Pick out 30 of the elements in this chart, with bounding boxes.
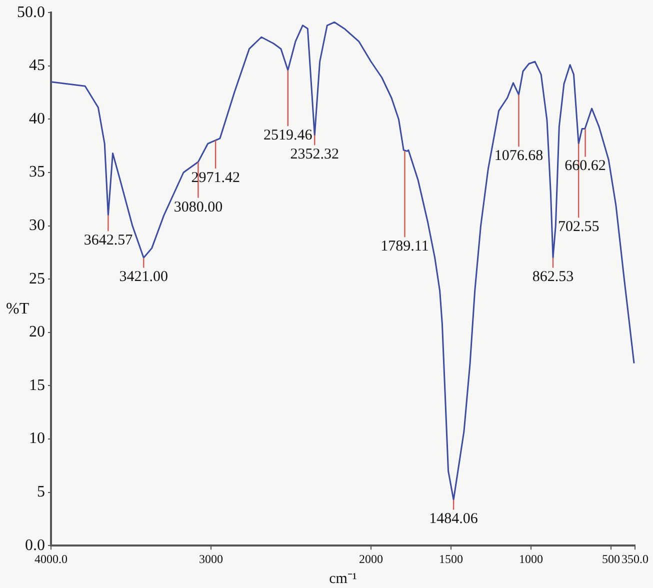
y-tick-label: 15 [29,376,45,394]
x-tick-label: 1000 [519,552,543,566]
annotation: 1076.68 [494,148,544,164]
x-tick-label: 4000.0 [34,552,68,566]
annotation: 2352.32 [290,146,340,163]
y-tick-label: 35 [29,164,45,181]
x-tick-label: 2000 [359,552,383,566]
annotation: 1789.11 [380,238,429,255]
x-axis-title: cm⁻¹ [329,570,357,587]
y-tick-label: 45 [29,57,45,74]
y-tick-label: 5 [37,484,45,501]
annotation: 2519.46 [264,128,313,144]
x-tick-label: 350.0 [622,552,648,566]
x-tick-label: 3000 [199,552,223,566]
y-tick-label: 40 [29,110,45,128]
annotation: 3080.00 [174,199,223,216]
x-tick-label: 1500 [439,552,463,566]
y-axis-title: %T [6,300,30,318]
annotation: 702.55 [558,219,600,236]
y-tick-label: 10 [29,430,45,448]
x-tick-label: 500 [602,552,620,566]
y-tick-label: 30 [29,217,45,234]
annotation: 3421.00 [119,269,168,286]
annotation: 862.53 [532,269,574,286]
annotation: 1484.06 [429,511,478,528]
y-tick-label: 50.0 [17,4,45,21]
y-tick-label: 25 [29,270,45,288]
y-tick-label: 0.0 [25,536,45,554]
annotation: 3642.57 [84,232,134,249]
y-tick-label: 20 [29,324,45,341]
